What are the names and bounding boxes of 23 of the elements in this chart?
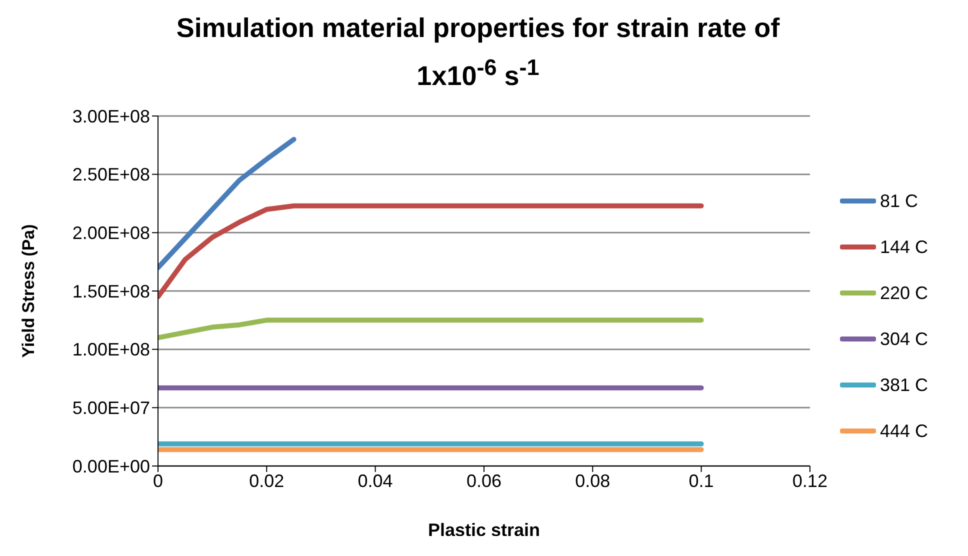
x-tick-label: 0.06	[466, 470, 502, 491]
x-tick-label: 0.08	[575, 470, 610, 491]
y-tick-label: 1.00E+08	[72, 340, 150, 360]
x-tick-label: 0.1	[688, 470, 714, 491]
y-tick-label: 5.00E+07	[72, 398, 150, 418]
y-axis-title: Yield Stress (Pa)	[19, 224, 38, 358]
legend-label: 81 C	[880, 190, 918, 212]
legend-label: 304 C	[880, 328, 928, 350]
x-tick-label: 0.04	[358, 470, 393, 491]
x-tick-label: 0.12	[792, 470, 828, 491]
legend-label: 220 C	[880, 282, 928, 304]
legend-label: 144 C	[880, 236, 928, 258]
x-tick-label: 0.02	[249, 470, 284, 491]
legend-label: 444 C	[880, 420, 928, 442]
y-tick-label: 3.00E+08	[72, 106, 150, 126]
y-tick-label: 0.00E+00	[72, 456, 150, 476]
y-tick-label: 1.50E+08	[72, 281, 150, 302]
y-tick-label: 2.00E+08	[72, 223, 150, 244]
chart-title: Simulation material properties for strain rate of 1x10$^{-6}$ s$^{-1}$	[175, 12, 781, 93]
legend-label: 381 C	[880, 374, 928, 396]
x-tick-label: 0	[152, 470, 164, 491]
x-axis-title: Plastic strain	[428, 520, 540, 540]
y-tick-label: 2.50E+08	[72, 164, 150, 185]
